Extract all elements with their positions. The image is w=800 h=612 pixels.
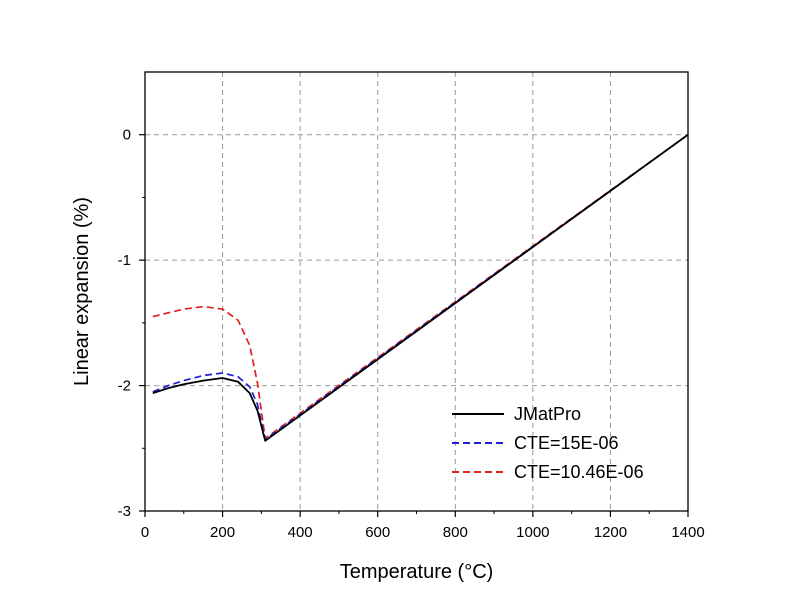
y-axis-label: Linear expansion (%)	[71, 197, 93, 386]
x-tick-label: 200	[210, 524, 235, 541]
series-line-2	[152, 134, 689, 440]
grid	[145, 72, 688, 511]
x-tick-label: 1400	[671, 524, 704, 541]
x-tick-label: 0	[141, 524, 149, 541]
y-tick-label: -2	[118, 378, 131, 395]
series-line-1	[152, 134, 689, 441]
y-tick-label: -1	[118, 252, 131, 269]
x-axis-label: Temperature (°C)	[340, 561, 494, 583]
legend-entry-label: JMatPro	[514, 404, 581, 424]
ticks: 0 200 400 600 800 1000 1200 1400 -3 -2 -1 0	[118, 127, 705, 541]
series-lines	[152, 133, 689, 442]
y-tick-label: -3	[118, 503, 131, 520]
x-tick-label: 1000	[516, 524, 549, 541]
x-tick-label: 600	[365, 524, 390, 541]
y-tick-label: 0	[123, 127, 131, 144]
legend: JMatPro CTE=15E-06 CTE=10.46E-06	[452, 404, 644, 482]
x-tick-label: 400	[288, 524, 313, 541]
x-tick-label: 1200	[594, 524, 627, 541]
legend-entry-label: CTE=15E-06	[514, 433, 619, 453]
x-tick-label: 800	[443, 524, 468, 541]
legend-entry-label: CTE=10.46E-06	[514, 462, 644, 482]
series-line-0	[152, 133, 689, 442]
